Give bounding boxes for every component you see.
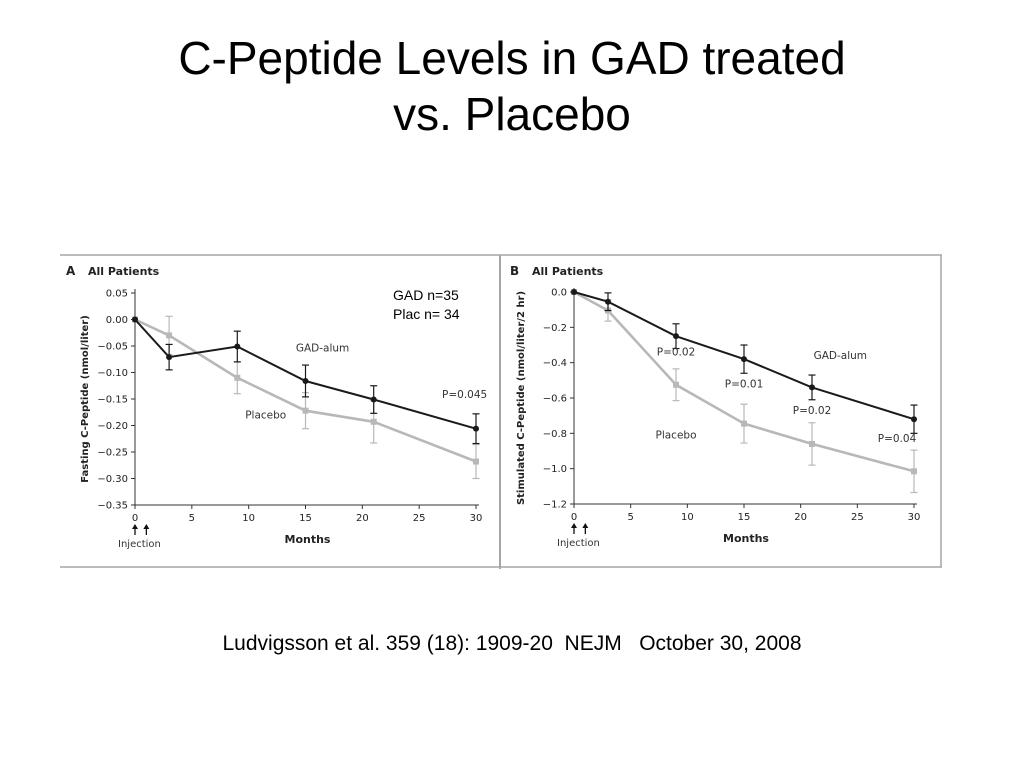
- panel-a-y-tick-label: 0.05: [106, 289, 128, 300]
- panel-a-x-tick-label: 20: [356, 513, 369, 524]
- panel-a-y-tick-label: −0.35: [97, 501, 128, 512]
- panel-b-x-axis-label: Months: [723, 532, 769, 545]
- panel-a-y-tick-label: −0.15: [97, 395, 128, 406]
- panel-b-y-tick-label: −0.4: [543, 358, 567, 369]
- panel-b-annotation-p-0-02: P=0.02: [657, 347, 696, 359]
- panel-b-placebo-point: [673, 381, 679, 388]
- panel-a-y-tick-label: −0.25: [97, 448, 128, 459]
- panel-b-annotation-gad-alum: GAD-alum: [814, 350, 867, 362]
- sample-size-note: GAD n=35 Plac n= 34: [393, 286, 460, 324]
- panel-b-x-tick-label: 5: [627, 512, 633, 523]
- panel-b-injection-label: Injection: [557, 538, 600, 549]
- panel-b-placebo-point: [911, 468, 917, 475]
- panel-b-x-tick-label: 20: [794, 512, 807, 523]
- panel-b-x-tick-label: 0: [571, 512, 577, 523]
- slide-title-line-1: C-Peptide Levels in GAD treated: [178, 32, 846, 84]
- panel-b-y-tick-label: −0.6: [543, 394, 567, 405]
- panel-a-y-tick-label: −0.20: [97, 421, 128, 432]
- panel-b-gad-alum-point: [673, 333, 679, 340]
- panel-a-placebo-point: [370, 418, 377, 425]
- panel-a-placebo-point: [302, 407, 309, 414]
- panel-a-injection-arrow-head: [143, 524, 150, 529]
- panel-a-x-tick-label: 10: [242, 513, 255, 524]
- panel-b-x-tick-label: 30: [908, 512, 921, 523]
- panel-b-injection-arrow-head: [571, 523, 577, 528]
- panel-a-x-tick-label: 0: [132, 513, 138, 524]
- panel-a-placebo-point: [166, 332, 173, 339]
- panel-b-y-tick-label: −0.8: [543, 429, 567, 440]
- panel-b-gad-alum-point: [911, 416, 917, 423]
- panel-b-letter: B: [510, 264, 519, 278]
- panel-a-injection-arrow-head: [132, 524, 138, 529]
- panel-a-gad-alum-point: [234, 343, 241, 350]
- panel-a-y-tick-label: −0.30: [97, 474, 128, 485]
- panel-a-gad-alum-point: [473, 425, 479, 432]
- panel-b-gad-alum-point: [571, 289, 577, 295]
- panel-a-x-tick-label: 15: [299, 513, 312, 524]
- panel-b-y-axis-label: Stimulated C-Peptide (nmol/liter/2 hr): [516, 291, 527, 505]
- panel-a-annotation-placebo: Placebo: [245, 410, 286, 422]
- panel-a-y-tick-label: 0.00: [106, 315, 128, 326]
- panel-b-placebo-point: [809, 440, 815, 447]
- panel-a-annotation-p-0-045: P=0.045: [442, 389, 487, 401]
- panel-b-gad-alum-point: [809, 384, 815, 391]
- panel-a-injection-label: Injection: [118, 539, 161, 550]
- panel-a-letter: A: [66, 264, 76, 278]
- panel-a-gad-alum-point: [166, 354, 173, 361]
- panel-b-gad-alum-line: [573, 291, 915, 421]
- panel-b-annotation-p-0-02: P=0.02: [793, 405, 832, 417]
- placebo-sample-size: Plac n= 34: [393, 306, 460, 322]
- panel-a-gad-alum-point: [370, 396, 377, 403]
- panel-a-x-tick-label: 25: [413, 513, 426, 524]
- panel-a-placebo-line: [134, 318, 477, 463]
- figure-panels: A All Patients 0.05 0.00 −0.05 −0.10 −0.15 −0.2…: [60, 253, 942, 569]
- panel-a-x-axis-label: Months: [285, 533, 331, 546]
- panel-a-x-tick-label: 5: [189, 513, 195, 524]
- panel-b-y-tick-label: −1.2: [543, 500, 567, 511]
- panel-b-annotation-placebo: Placebo: [655, 430, 696, 442]
- panel-a-y-axis-label: Fasting C-Peptide (nmol/liter): [80, 315, 91, 483]
- panel-b-placebo-line: [573, 290, 915, 473]
- panel-a-x-tick-label: 30: [470, 513, 483, 524]
- panel-b-annotation-p-0-04: P=0.04: [878, 433, 917, 445]
- citation: Ludvigsson et al. 359 (18): 1909-20 NEJM…: [222, 632, 802, 655]
- gad-sample-size: GAD n=35: [393, 287, 459, 303]
- panel-a-placebo-point: [234, 374, 241, 381]
- panel-b-y-tick-label: −0.2: [543, 323, 567, 334]
- panel-b-annotation-p-0-01: P=0.01: [725, 378, 764, 390]
- panel-a-y-tick-label: −0.10: [97, 368, 128, 379]
- panel-a-y-tick-label: −0.05: [97, 342, 128, 353]
- slide-title-line-2: vs. Placebo: [393, 88, 631, 140]
- panel-b-y-tick-label: −1.0: [543, 464, 567, 475]
- panel-b-x-tick-label: 15: [738, 512, 751, 523]
- panel-a-gad-alum-point: [302, 377, 309, 384]
- panel-b-x-tick-label: 10: [681, 512, 694, 523]
- panel-b-gad-alum-point: [605, 298, 611, 305]
- panel-b-title: All Patients: [532, 265, 604, 278]
- panel-b-injection-arrow-head: [582, 523, 589, 528]
- panel-a-placebo-point: [473, 458, 479, 465]
- panel-b-x-tick-label: 25: [851, 512, 864, 523]
- slide-title: C-Peptide Levels in GAD treated vs. Plac…: [0, 30, 1024, 142]
- panel-b-placebo-point: [741, 420, 747, 427]
- panel-a-gad-alum-line: [134, 318, 477, 430]
- panel-b-gad-alum-point: [741, 356, 747, 363]
- figure-svg: A All Patients0.050.00−0.05−0.10−0.15−0.2…: [60, 254, 942, 569]
- panel-a-annotation-gad-alum: GAD-alum: [296, 342, 349, 354]
- panel-b-y-tick-label: 0.0: [551, 288, 567, 299]
- panel-a-title: All Patients: [88, 265, 160, 278]
- panel-a-gad-alum-point: [132, 316, 138, 323]
